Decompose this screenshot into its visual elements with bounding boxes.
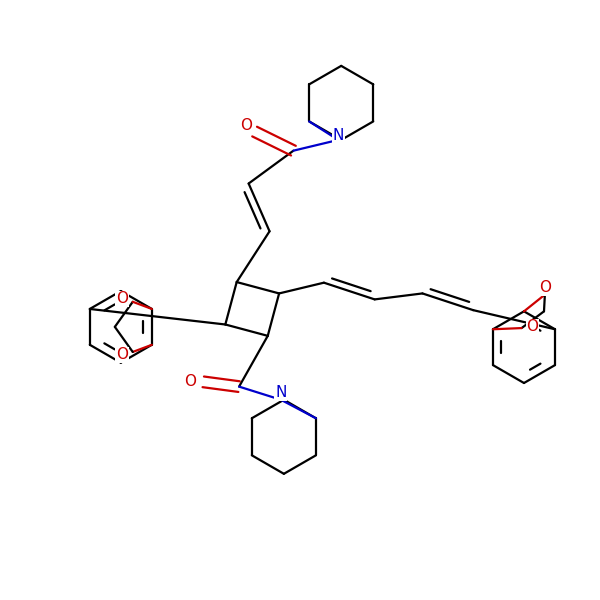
Text: O: O (539, 280, 551, 295)
Text: N: N (332, 128, 344, 143)
Text: O: O (116, 347, 128, 362)
Text: O: O (526, 319, 538, 334)
Text: N: N (275, 385, 287, 400)
Text: O: O (116, 292, 128, 307)
Text: O: O (184, 374, 196, 389)
Text: O: O (239, 118, 251, 133)
